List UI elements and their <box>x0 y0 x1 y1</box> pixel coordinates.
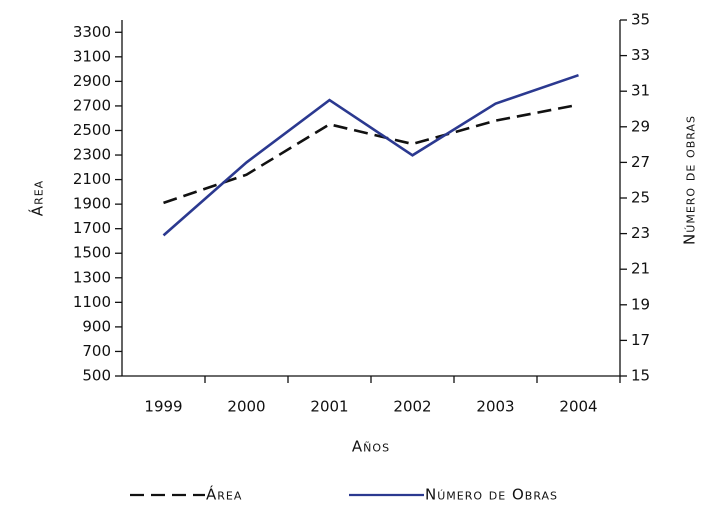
y2-tick-label: 25 <box>631 189 650 207</box>
y-tick-label: 1700 <box>73 219 111 237</box>
y-tick-label: 2900 <box>73 72 111 90</box>
y2-axis-title: Número de obras <box>681 115 699 245</box>
x-tick-label: 2004 <box>559 398 597 416</box>
x-tick-label: 2002 <box>393 398 431 416</box>
y-tick-label: 3100 <box>73 47 111 65</box>
y-tick-label: 500 <box>82 367 111 385</box>
x-tick-label: 1999 <box>144 398 182 416</box>
y2-tick-label: 29 <box>631 117 650 135</box>
y-tick-label: 2500 <box>73 121 111 139</box>
y2-tick-label: 19 <box>631 295 650 313</box>
x-tick-label: 2000 <box>227 398 265 416</box>
series-line <box>163 103 579 205</box>
y2-tick-label: 27 <box>631 153 650 171</box>
y2-tick-label: 21 <box>631 260 650 278</box>
x-tick-label: 2001 <box>310 398 348 416</box>
y-tick-label: 2100 <box>73 170 111 188</box>
y2-tick-label: 31 <box>631 82 650 100</box>
legend-label: Número de Obras <box>425 486 558 504</box>
y2-tick-label: 35 <box>631 11 650 29</box>
y-tick-label: 1500 <box>73 244 111 262</box>
y-tick-label: 3300 <box>73 23 111 41</box>
y-tick-label: 1300 <box>73 268 111 286</box>
y2-tick-label: 17 <box>631 331 650 349</box>
y-axis-title: Área <box>28 180 47 216</box>
y-tick-label: 2300 <box>73 146 111 164</box>
y-tick-label: 900 <box>82 317 111 335</box>
x-axis-title: Años <box>352 438 390 456</box>
legend-label: Área <box>206 485 242 504</box>
y2-tick-label: 15 <box>631 367 650 385</box>
x-tick-label: 2003 <box>476 398 514 416</box>
y-tick-label: 700 <box>82 342 111 360</box>
series-line <box>162 73 579 237</box>
y2-tick-label: 23 <box>631 224 650 242</box>
y2-tick-label: 33 <box>631 46 650 64</box>
y-tick-label: 1900 <box>73 195 111 213</box>
y-tick-label: 1100 <box>73 293 111 311</box>
y-tick-label: 2700 <box>73 96 111 114</box>
